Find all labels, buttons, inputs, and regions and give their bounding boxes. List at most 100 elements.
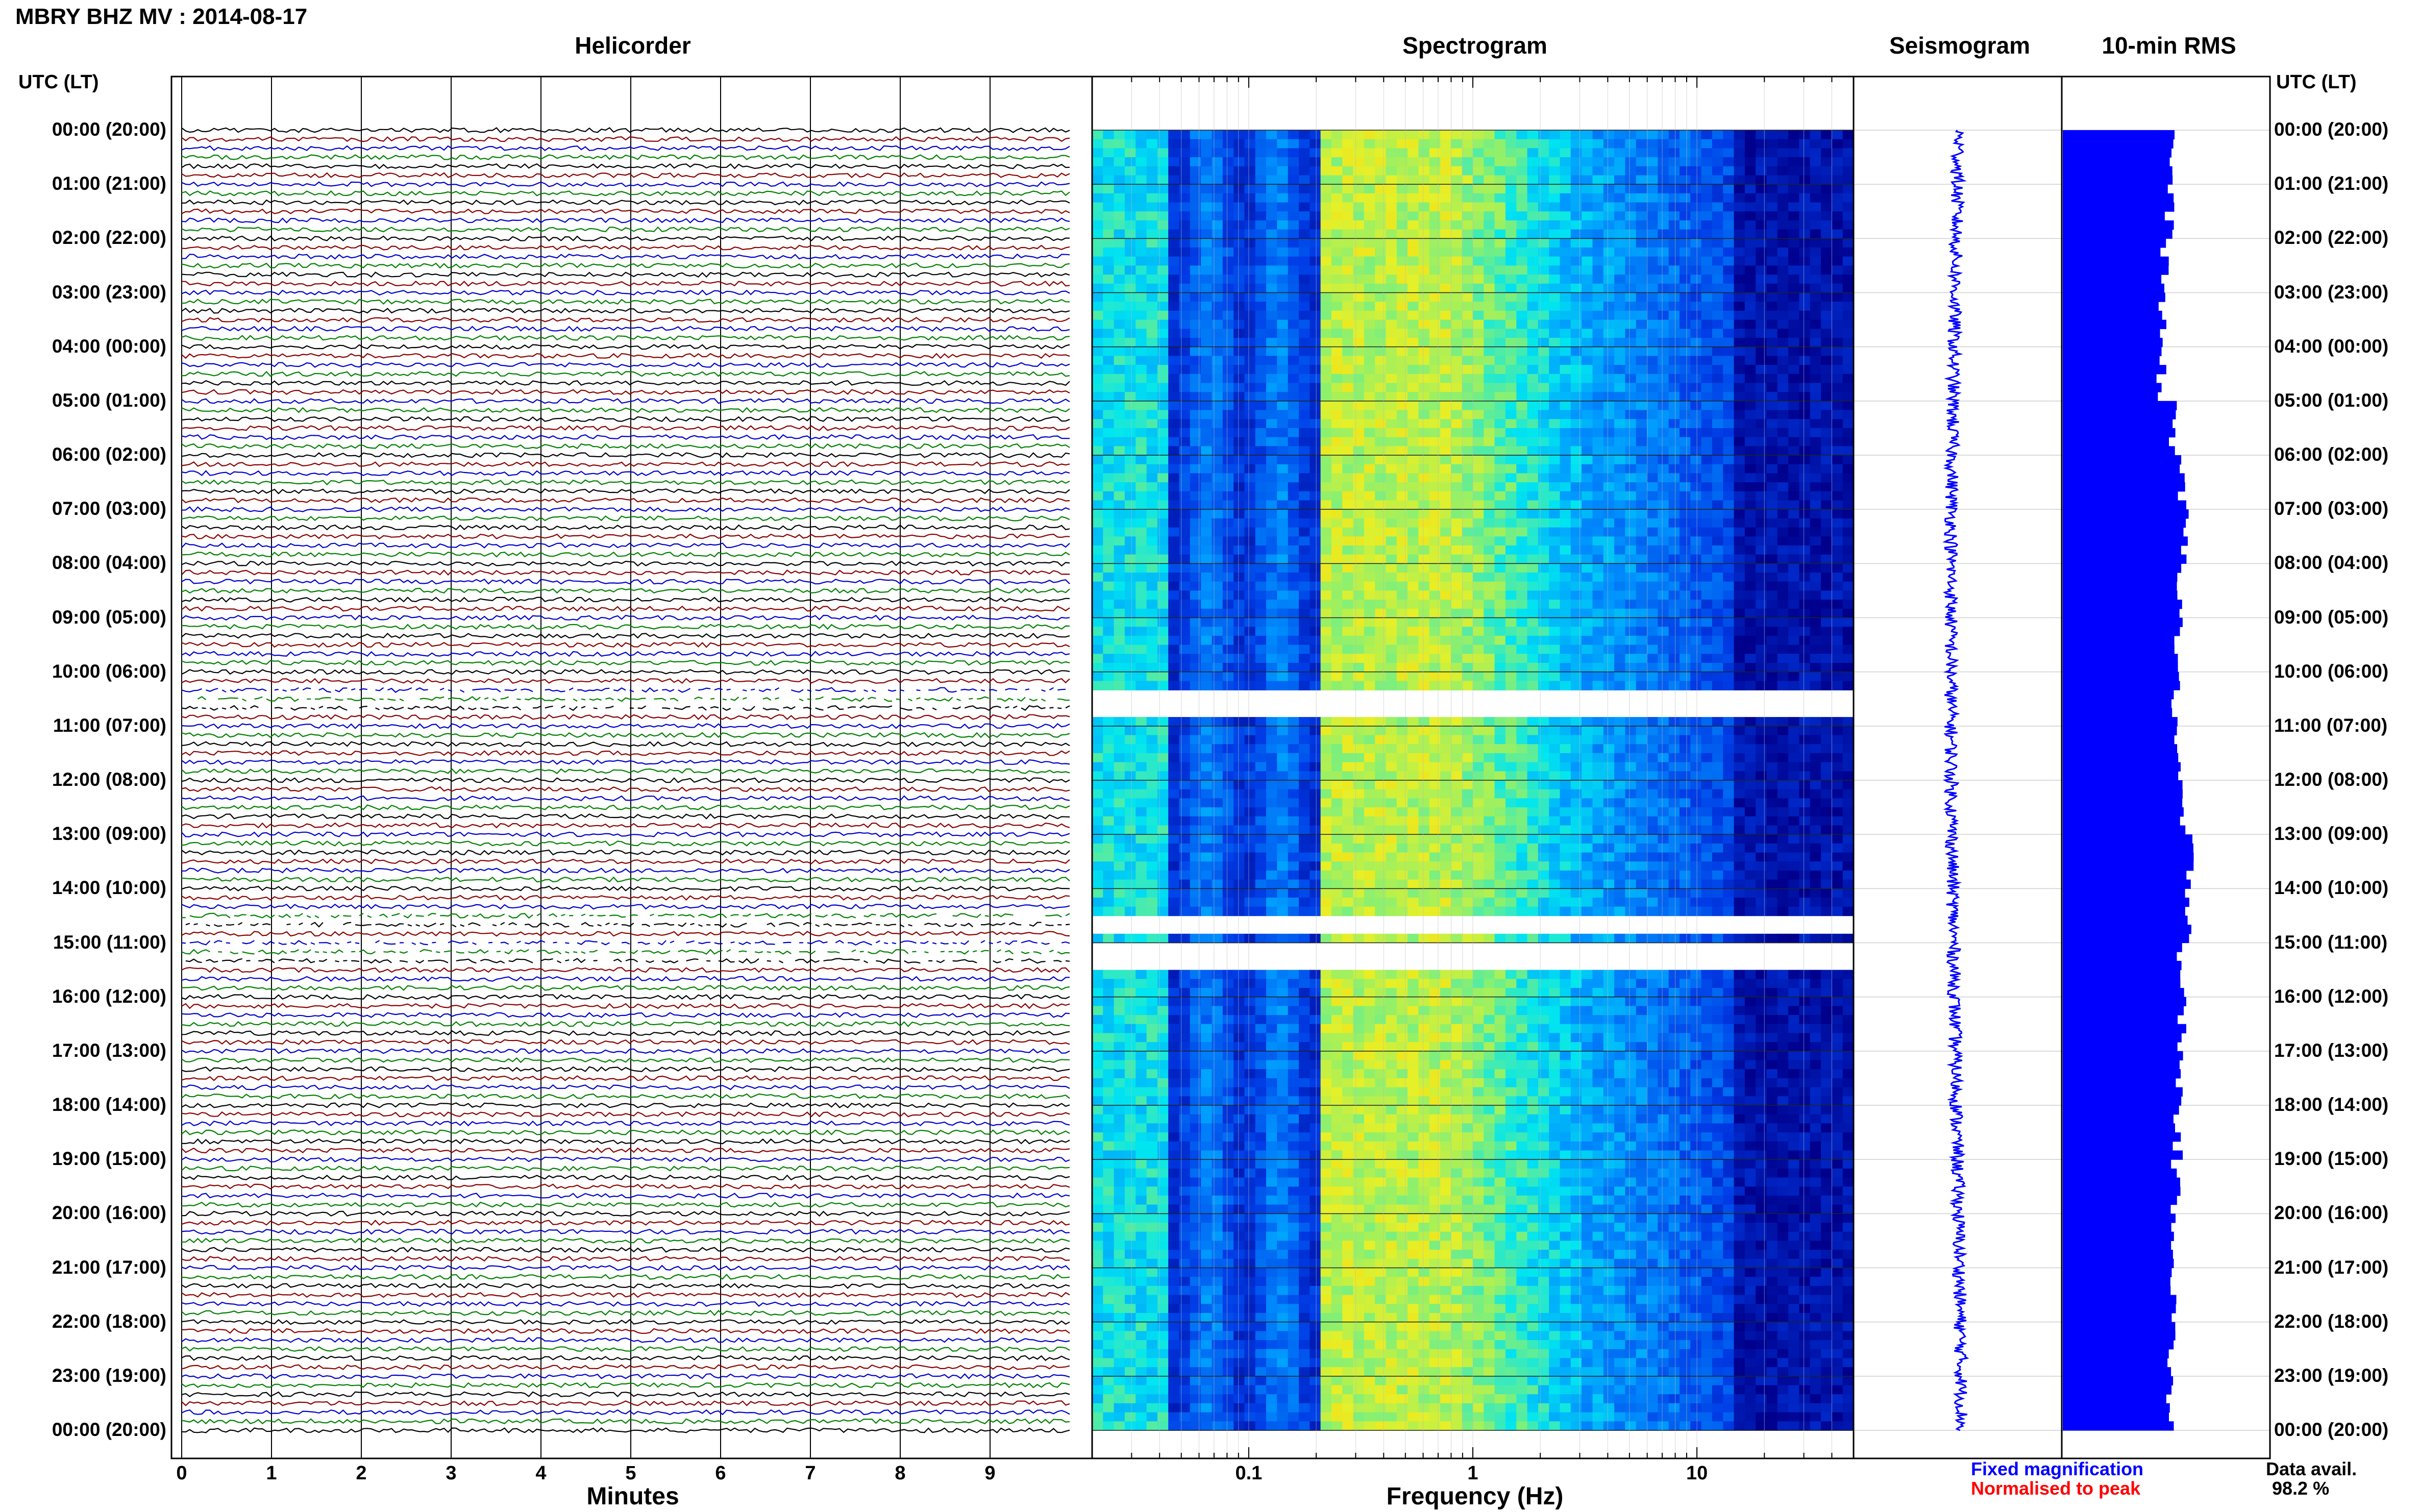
spectrogram-cell	[1386, 229, 1397, 239]
spectrogram-cell	[1331, 329, 1343, 338]
spectrogram-cell	[1190, 681, 1201, 690]
spectrogram-cell	[1353, 518, 1365, 528]
spectrogram-cell	[1625, 509, 1637, 519]
spectrogram-cell	[1473, 392, 1485, 402]
spectrogram-cell	[1777, 473, 1789, 483]
helicorder-trace	[181, 1120, 1070, 1127]
spectrogram-cell	[1386, 573, 1397, 582]
spectrogram-cell	[1766, 428, 1778, 438]
spectrogram-cell	[1810, 238, 1821, 248]
spectrogram-cell	[1494, 672, 1506, 682]
spectrogram-cell	[1396, 319, 1408, 330]
spectrogram-cell	[1462, 563, 1473, 573]
spectrogram-cell	[1451, 545, 1463, 555]
spectrogram-cell	[1418, 735, 1430, 745]
right-time-label: 14:00 (10:00)	[2274, 877, 2389, 899]
spectrogram-cell	[1429, 392, 1441, 402]
spectrogram-cell	[1734, 392, 1745, 402]
spectrogram-cell	[1299, 265, 1311, 275]
spectrogram-cell	[1320, 157, 1332, 167]
spectrogram-cell	[1494, 148, 1506, 158]
spectrogram-cell	[1756, 130, 1767, 140]
spectrogram-cell	[1320, 148, 1332, 158]
spectrogram-cell	[1288, 229, 1299, 239]
spectrogram-cell	[1201, 464, 1213, 474]
spectrogram-cell	[1462, 573, 1473, 582]
spectrogram-cell	[1484, 166, 1495, 176]
spectrogram-cell	[1179, 211, 1191, 221]
spectrogram-cell	[1658, 545, 1669, 555]
spectrogram-cell	[1386, 617, 1397, 627]
spectrogram-cell	[1136, 627, 1147, 636]
spectrogram-cell	[1614, 356, 1626, 365]
spectrogram-cell	[1168, 292, 1180, 302]
spectrogram-cell	[1386, 157, 1397, 167]
spectrogram-cell	[1788, 726, 1800, 736]
spectrogram-cell	[1592, 735, 1604, 745]
spectrogram-cell	[1614, 600, 1626, 609]
spectrogram-cell	[1440, 527, 1452, 537]
spectrogram-cell	[1353, 437, 1365, 447]
spectrogram-cell	[1538, 672, 1549, 682]
spectrogram-cell	[1233, 193, 1245, 203]
spectrogram-cell	[1756, 581, 1767, 591]
spectrogram-cell	[1114, 166, 1125, 176]
spectrogram-cell	[1473, 283, 1485, 293]
spectrogram-cell	[1842, 744, 1854, 754]
spectrogram-cell	[1222, 437, 1234, 447]
spectrogram-cell	[1647, 265, 1659, 275]
spectrogram-cell	[1124, 401, 1136, 411]
spectrogram-cell	[1832, 157, 1843, 167]
spectrogram-cell	[1538, 735, 1549, 745]
spectrogram-cell	[1647, 635, 1659, 646]
left-time-label: 20:00 (16:00)	[52, 1202, 166, 1224]
spectrogram-cell	[1114, 563, 1125, 573]
spectrogram-cell	[1680, 735, 1691, 745]
spectrogram-cell	[1538, 310, 1549, 320]
spectrogram-cell	[1636, 590, 1647, 600]
spectrogram-cell	[1538, 762, 1549, 772]
spectrogram-cell	[1103, 383, 1115, 392]
spectrogram-cell	[1396, 491, 1408, 501]
spectrogram-cell	[1560, 527, 1571, 537]
spectrogram-cell	[1233, 608, 1245, 618]
spectrogram-cell	[1549, 545, 1561, 555]
spectrogram-cell	[1440, 545, 1452, 555]
spectrogram-cell	[1538, 573, 1549, 582]
spectrogram-cell	[1353, 608, 1365, 618]
spectrogram-cell	[1288, 166, 1299, 176]
spectrogram-cell	[1668, 428, 1680, 438]
spectrogram-cell	[1124, 419, 1136, 429]
spectrogram-cell	[1842, 581, 1854, 591]
spectrogram-cell	[1244, 346, 1256, 357]
spectrogram-cell	[1440, 726, 1452, 736]
spectrogram-cell	[1734, 446, 1745, 456]
spectrogram-cell	[1288, 635, 1299, 646]
spectrogram-cell	[1310, 446, 1321, 456]
spectrogram-cell	[1636, 455, 1647, 465]
spectrogram-cell	[1658, 211, 1669, 221]
spectrogram-cell	[1810, 482, 1821, 492]
spectrogram-cell	[1342, 473, 1354, 483]
spectrogram-cell	[1136, 509, 1147, 519]
spectrogram-cell	[1288, 419, 1299, 429]
spectrogram-cell	[1712, 302, 1723, 311]
spectrogram-cell	[1288, 130, 1299, 140]
spectrogram-cell	[1222, 346, 1234, 357]
helicorder-trace	[181, 624, 1070, 630]
spectrogram-cell	[1408, 175, 1419, 185]
spectrogram-cell	[1310, 654, 1321, 663]
spectrogram-cell	[1255, 148, 1267, 158]
spectrogram-cell	[1179, 473, 1191, 483]
spectrogram-cell	[1799, 563, 1811, 573]
helicorder-trace	[181, 949, 1070, 955]
spectrogram-cell	[1244, 600, 1256, 609]
spectrogram-cell	[1190, 193, 1201, 203]
spectrogram-cell	[1440, 482, 1452, 492]
spectrogram-cell	[1614, 744, 1626, 754]
spectrogram-cell	[1418, 663, 1430, 673]
spectrogram-cell	[1212, 346, 1223, 357]
spectrogram-cell	[1451, 283, 1463, 293]
spectrogram-cell	[1810, 392, 1821, 402]
helicorder-trace	[181, 190, 1070, 196]
